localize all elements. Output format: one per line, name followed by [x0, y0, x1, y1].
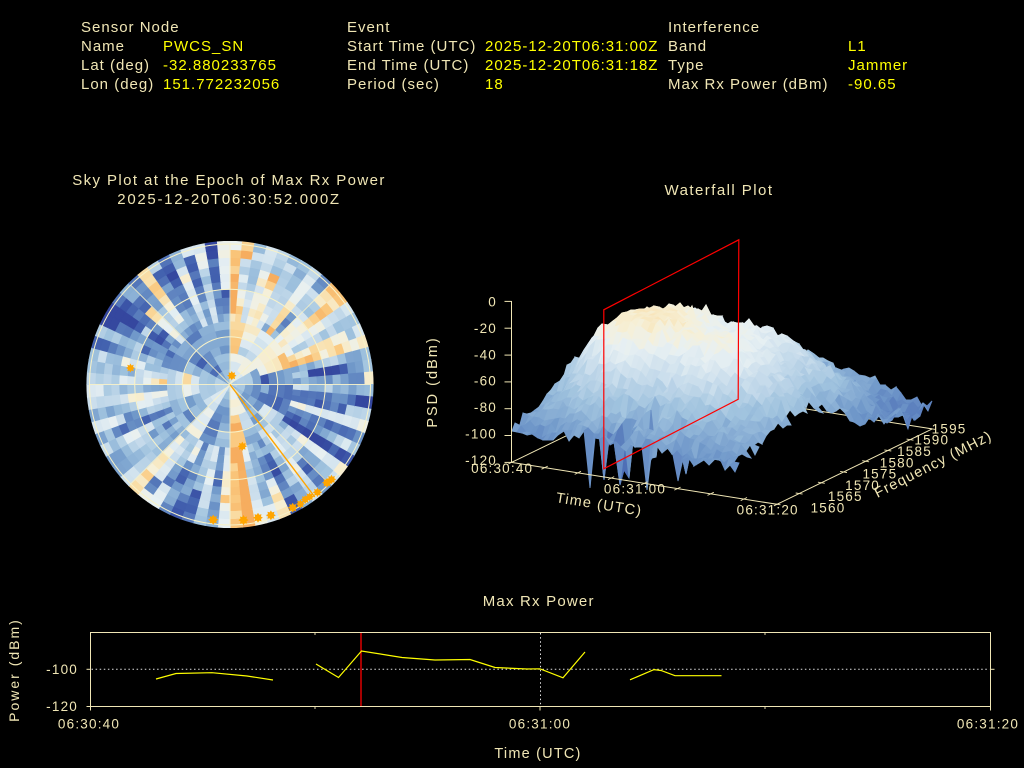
svg-text:Waterfall Plot: Waterfall Plot	[665, 182, 774, 199]
svg-text:1560: 1560	[811, 501, 846, 516]
svg-text:Time (UTC): Time (UTC)	[494, 746, 581, 762]
svg-text:-120: -120	[465, 453, 497, 468]
svg-text:06:30:40: 06:30:40	[471, 461, 533, 476]
svg-text:PSD (dBm): PSD (dBm)	[425, 336, 441, 427]
svg-text:06:31:20: 06:31:20	[737, 503, 799, 518]
svg-text:1590: 1590	[914, 433, 949, 448]
svg-text:1575: 1575	[862, 467, 897, 482]
svg-text:-120: -120	[46, 699, 78, 714]
svg-text:Sky Plot at the Epoch of Max R: Sky Plot at the Epoch of Max Rx Power	[72, 172, 386, 189]
svg-text:-40: -40	[474, 347, 497, 362]
svg-text:-20: -20	[474, 321, 497, 336]
svg-text:1565: 1565	[828, 489, 863, 504]
svg-text:0: 0	[488, 295, 497, 310]
svg-text:1580: 1580	[880, 455, 915, 470]
svg-text:1570: 1570	[845, 478, 880, 493]
svg-text:1595: 1595	[932, 421, 967, 436]
svg-text:06:31:20: 06:31:20	[957, 717, 1019, 732]
svg-text:2025-12-20T06:30:52.000Z: 2025-12-20T06:30:52.000Z	[117, 191, 340, 208]
svg-text:1585: 1585	[897, 444, 932, 459]
svg-text:-100: -100	[465, 427, 497, 442]
svg-text:Max Rx Power: Max Rx Power	[483, 593, 595, 610]
svg-text:-80: -80	[474, 400, 497, 415]
svg-text:-60: -60	[474, 374, 497, 389]
svg-text:06:30:40: 06:30:40	[58, 717, 120, 732]
svg-text:Power (dBm): Power (dBm)	[6, 618, 22, 722]
svg-text:06:31:00: 06:31:00	[604, 482, 666, 497]
svg-text:-100: -100	[46, 662, 78, 677]
svg-text:06:31:00: 06:31:00	[509, 717, 571, 732]
